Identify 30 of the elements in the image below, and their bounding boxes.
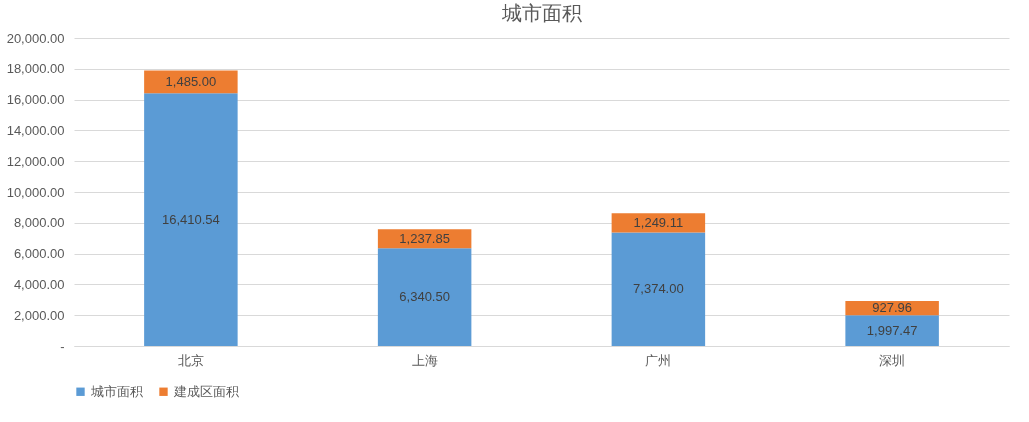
y-tick-label: 16,000.00 (6, 92, 65, 108)
y-tick-label: 2,000.00 (13, 307, 65, 323)
y-tick-label: - (60, 338, 65, 354)
legend-label: 城市面积 (90, 383, 143, 399)
legend-label: 建成区面积 (173, 383, 239, 399)
bar (144, 93, 238, 346)
data-label: 1,249.11 (633, 214, 684, 230)
data-label: 927.96 (872, 300, 913, 316)
y-tick-label: 12,000.00 (6, 153, 65, 169)
y-tick-label: 20,000.00 (6, 30, 65, 46)
data-label: 6,340.50 (399, 289, 450, 305)
data-label: 16,410.54 (161, 211, 220, 227)
y-tick-label: 6,000.00 (13, 246, 65, 262)
data-label: 1,485.00 (165, 73, 217, 89)
y-tick-label: 14,000.00 (6, 122, 65, 138)
data-label: 1,237.85 (399, 230, 450, 246)
y-tick-label: 4,000.00 (13, 276, 65, 292)
y-tick-label: 8,000.00 (13, 215, 65, 231)
data-label: 7,374.00 (633, 281, 684, 297)
x-tick-label: 广州 (645, 352, 672, 368)
bar (611, 232, 706, 346)
y-tick-label: 18,000.00 (6, 61, 65, 77)
data-label: 1,997.47 (866, 322, 918, 338)
y-tick-label: 10,000.00 (6, 184, 65, 200)
x-tick-label: 北京 (177, 352, 204, 368)
bar (377, 248, 472, 346)
x-tick-label: 上海 (411, 352, 438, 368)
bar (845, 315, 939, 346)
chart-title: 城市面积 (500, 2, 582, 24)
x-tick-label: 深圳 (879, 352, 906, 368)
